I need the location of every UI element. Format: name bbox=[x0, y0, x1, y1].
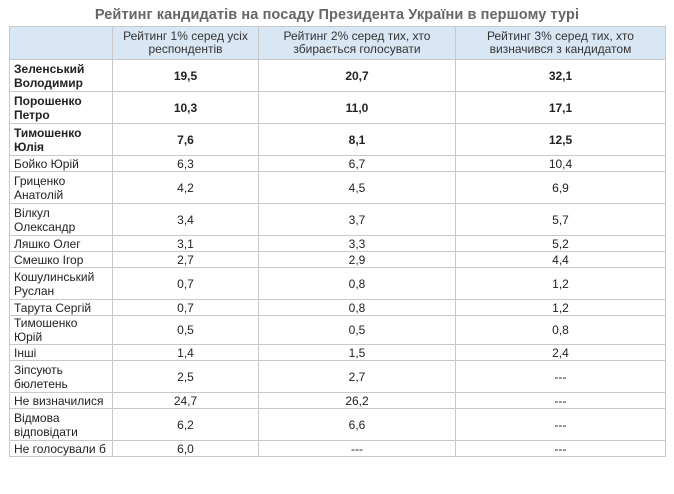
candidate-name-cell: Тимошенко Юрій bbox=[9, 315, 113, 345]
table-row: Не визначилися 24,7 26,2 --- bbox=[9, 392, 666, 409]
rating-3-cell: --- bbox=[455, 440, 666, 457]
rating-3-cell: --- bbox=[455, 392, 666, 409]
rating-3-cell: 5,2 bbox=[455, 235, 666, 252]
rating-2-cell: 2,7 bbox=[258, 360, 456, 393]
rating-2-cell: 0,8 bbox=[258, 267, 456, 300]
header-row: Рейтинг 1% серед усіх респондентів Рейти… bbox=[9, 26, 666, 60]
table-title: Рейтинг кандидатів на посаду Президента … bbox=[94, 7, 580, 23]
rating-3-cell: 2,4 bbox=[455, 344, 666, 361]
rating-2-cell: 0,5 bbox=[258, 315, 456, 345]
rating-1-cell: 1,4 bbox=[112, 344, 259, 361]
candidate-name-cell: Вілкул Олександр bbox=[9, 203, 113, 236]
candidate-name-cell: Смешко Ігор bbox=[9, 251, 113, 268]
rating-3-cell: 0,8 bbox=[455, 315, 666, 345]
candidate-name-cell: Порошенко Петро bbox=[9, 91, 113, 124]
rating-3-cell: 1,2 bbox=[455, 267, 666, 300]
candidate-name-cell: Не голосували б bbox=[9, 440, 113, 457]
rating-3-cell: 6,9 bbox=[455, 171, 666, 204]
table-body: Зеленський Володимир 19,5 20,7 32,1 Порошенк… bbox=[9, 59, 666, 457]
candidate-name-cell: Ляшко Олег bbox=[9, 235, 113, 252]
candidate-name-cell: Кошулинський Руслан bbox=[9, 267, 113, 300]
table-row: Кошулинський Руслан 0,7 0,8 1,2 bbox=[9, 267, 666, 300]
rating-3-cell: 1,2 bbox=[455, 299, 666, 316]
rating-1-cell: 0,7 bbox=[112, 267, 259, 300]
candidate-name-cell: Бойко Юрій bbox=[9, 155, 113, 172]
rating-3-cell: 10,4 bbox=[455, 155, 666, 172]
rating-1-cell: 6,2 bbox=[112, 408, 259, 441]
rating-2-cell: 11,0 bbox=[258, 91, 456, 124]
header-rating-1: Рейтинг 1% серед усіх респондентів bbox=[112, 26, 259, 60]
rating-1-cell: 3,1 bbox=[112, 235, 259, 252]
rating-2-cell: 20,7 bbox=[258, 59, 456, 92]
table-row: Вілкул Олександр 3,4 3,7 5,7 bbox=[9, 203, 666, 236]
table-row: Інші 1,4 1,5 2,4 bbox=[9, 344, 666, 361]
rating-3-cell: 5,7 bbox=[455, 203, 666, 236]
table-row: Гриценко Анатолій 4,2 4,5 6,9 bbox=[9, 171, 666, 204]
rating-2-cell: 0,8 bbox=[258, 299, 456, 316]
rating-1-cell: 24,7 bbox=[112, 392, 259, 409]
rating-1-cell: 0,5 bbox=[112, 315, 259, 345]
candidate-name-cell: Зіпсують бюлетень bbox=[9, 360, 113, 393]
ratings-table: Рейтинг 1% серед усіх респондентів Рейти… bbox=[9, 26, 666, 457]
candidate-name-cell: Зеленський Володимир bbox=[9, 59, 113, 92]
table-header: Рейтинг 1% серед усіх респондентів Рейти… bbox=[9, 26, 666, 60]
rating-2-cell: 8,1 bbox=[258, 123, 456, 156]
rating-2-cell: 6,7 bbox=[258, 155, 456, 172]
rating-2-cell: 3,3 bbox=[258, 235, 456, 252]
table-row: Тарута Сергій 0,7 0,8 1,2 bbox=[9, 299, 666, 316]
rating-2-cell: 4,5 bbox=[258, 171, 456, 204]
header-rating-3: Рейтинг 3% серед тих, хто визначився з к… bbox=[455, 26, 666, 60]
rating-2-cell: --- bbox=[258, 440, 456, 457]
rating-1-cell: 2,7 bbox=[112, 251, 259, 268]
rating-1-cell: 6,0 bbox=[112, 440, 259, 457]
rating-1-cell: 19,5 bbox=[112, 59, 259, 92]
table-row: Бойко Юрій 6,3 6,7 10,4 bbox=[9, 155, 666, 172]
candidate-name-cell: Гриценко Анатолій bbox=[9, 171, 113, 204]
header-candidate bbox=[9, 26, 113, 60]
table-row: Порошенко Петро 10,3 11,0 17,1 bbox=[9, 91, 666, 124]
table-row: Зіпсують бюлетень 2,5 2,7 --- bbox=[9, 360, 666, 393]
rating-3-cell: 4,4 bbox=[455, 251, 666, 268]
rating-3-cell: 17,1 bbox=[455, 91, 666, 124]
rating-2-cell: 26,2 bbox=[258, 392, 456, 409]
candidate-name-cell: Не визначилися bbox=[9, 392, 113, 409]
table-row: Тимошенко Юрій 0,5 0,5 0,8 bbox=[9, 315, 666, 345]
table-row: Зеленський Володимир 19,5 20,7 32,1 bbox=[9, 59, 666, 92]
candidate-name-cell: Тимошенко Юлія bbox=[9, 123, 113, 156]
rating-3-cell: --- bbox=[455, 408, 666, 441]
candidate-name-cell: Тарута Сергій bbox=[9, 299, 113, 316]
rating-1-cell: 2,5 bbox=[112, 360, 259, 393]
rating-2-cell: 3,7 bbox=[258, 203, 456, 236]
rating-2-cell: 2,9 bbox=[258, 251, 456, 268]
header-rating-2: Рейтинг 2% серед тих, хто збирається гол… bbox=[258, 26, 456, 60]
rating-3-cell: --- bbox=[455, 360, 666, 393]
rating-3-cell: 12,5 bbox=[455, 123, 666, 156]
candidate-name-cell: Відмова відповідати bbox=[9, 408, 113, 441]
table-row: Ляшко Олег 3,1 3,3 5,2 bbox=[9, 235, 666, 252]
table-row: Відмова відповідати 6,2 6,6 --- bbox=[9, 408, 666, 441]
rating-1-cell: 4,2 bbox=[112, 171, 259, 204]
rating-2-cell: 6,6 bbox=[258, 408, 456, 441]
table-row: Смешко Ігор 2,7 2,9 4,4 bbox=[9, 251, 666, 268]
rating-1-cell: 0,7 bbox=[112, 299, 259, 316]
rating-2-cell: 1,5 bbox=[258, 344, 456, 361]
rating-3-cell: 32,1 bbox=[455, 59, 666, 92]
table-row: Тимошенко Юлія 7,6 8,1 12,5 bbox=[9, 123, 666, 156]
candidate-name-cell: Інші bbox=[9, 344, 113, 361]
rating-1-cell: 3,4 bbox=[112, 203, 259, 236]
table-row: Не голосували б 6,0 --- --- bbox=[9, 440, 666, 457]
ratings-table-container: Рейтинг кандидатів на посаду Президента … bbox=[9, 4, 666, 457]
rating-1-cell: 7,6 bbox=[112, 123, 259, 156]
rating-1-cell: 10,3 bbox=[112, 91, 259, 124]
rating-1-cell: 6,3 bbox=[112, 155, 259, 172]
